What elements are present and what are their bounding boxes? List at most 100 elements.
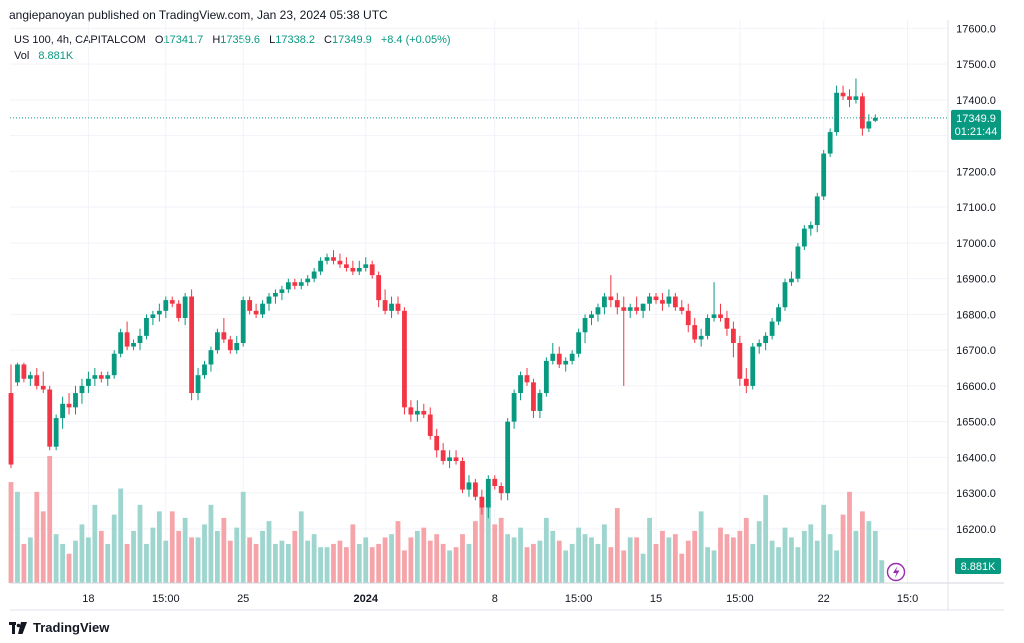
volume-bar <box>698 511 704 583</box>
candle-body <box>53 418 59 447</box>
price-tag: 17349.9 01:21:44 <box>951 109 1001 140</box>
volume-tag: 8.881K <box>955 558 1001 574</box>
candle-body <box>350 267 356 272</box>
volume-bar <box>182 517 188 583</box>
candle-body <box>376 275 382 301</box>
volume-bar <box>111 514 117 583</box>
candle-body <box>872 117 878 121</box>
volume-bar <box>382 537 388 583</box>
candle-body <box>27 375 33 379</box>
volume-bar <box>634 537 640 583</box>
ohlc-legend: US 100, 4h, CAPITALCOM O17341.7 H17359.6… <box>14 34 451 46</box>
candles <box>8 78 878 519</box>
candle-body <box>176 303 182 318</box>
candle-body <box>692 325 698 340</box>
volume-bar <box>240 491 246 583</box>
volume-bar <box>608 547 614 583</box>
volume-bar <box>731 537 736 583</box>
volume-bar <box>98 530 104 583</box>
lightning-icon[interactable] <box>886 562 906 582</box>
candle-body <box>434 435 440 451</box>
symbol-label[interactable]: US 100, 4h, CAPITALCOM <box>14 34 146 46</box>
volume-bar <box>602 524 607 583</box>
volume-bar <box>266 521 272 583</box>
volume-bar <box>473 521 478 583</box>
volume-bar <box>376 543 382 583</box>
high-value: 17359.6 <box>220 34 261 46</box>
candle-body <box>15 364 20 383</box>
volume-bar <box>324 547 330 583</box>
candle-body <box>266 296 272 304</box>
candle-body <box>208 350 214 365</box>
candle-body <box>253 310 259 315</box>
volume-bar <box>808 524 814 583</box>
time-tick-label: 8 <box>492 593 498 605</box>
volume-bar <box>763 495 769 583</box>
volume-bar <box>750 543 756 583</box>
candle-body <box>118 332 124 354</box>
candle-body <box>718 314 723 318</box>
candle-body <box>763 335 769 344</box>
volume-bar <box>821 504 827 583</box>
candle-body <box>731 328 736 344</box>
volume-bar <box>872 530 878 583</box>
volume-bar <box>466 543 472 583</box>
volume-bar <box>124 543 130 583</box>
candle-body <box>550 353 556 361</box>
candle-body <box>337 260 343 265</box>
volume-bar <box>485 498 491 583</box>
price-tick-label: 17400.0 <box>956 95 996 107</box>
candle-body <box>182 296 188 318</box>
volume-bar <box>595 543 601 583</box>
candle-body <box>750 346 756 386</box>
candle-body <box>169 300 175 304</box>
candle-body <box>34 375 40 386</box>
candle-body <box>8 393 14 465</box>
volume-bar <box>195 537 201 583</box>
candle-body <box>408 407 414 415</box>
time-tick-label: 15:00 <box>152 593 180 605</box>
volume-bar <box>40 511 46 583</box>
volume-bar <box>363 537 369 583</box>
volume-bar <box>73 540 78 583</box>
candle-body <box>260 303 265 315</box>
time-tick-label: 18 <box>82 593 94 605</box>
candle-body <box>131 343 136 347</box>
candle-body <box>821 153 827 197</box>
volume-bar <box>827 534 833 583</box>
candle-body <box>66 403 72 408</box>
candle-body <box>814 196 820 226</box>
volume-bar <box>692 530 698 583</box>
price-tag-countdown: 01:21:44 <box>955 126 998 138</box>
volume-bar <box>756 521 762 583</box>
candle-body <box>395 303 401 311</box>
volume-bar <box>298 511 304 583</box>
volume-bar <box>331 543 336 583</box>
candle-body <box>518 375 523 394</box>
volume-label[interactable]: Vol <box>14 50 30 62</box>
volume-bar <box>776 547 781 583</box>
candle-body <box>776 307 781 322</box>
volume-bar <box>866 521 872 583</box>
candle-body <box>756 343 762 347</box>
candle-body <box>440 450 446 461</box>
candle-body <box>382 300 388 311</box>
volume-bar <box>285 543 291 583</box>
volume-bar <box>860 511 865 583</box>
candle-body <box>556 353 562 365</box>
volume-bar <box>711 550 717 583</box>
open-value: 17341.7 <box>163 34 204 46</box>
volume-bar <box>479 504 485 583</box>
tradingview-brand[interactable]: TradingView <box>9 620 109 635</box>
candle-body <box>324 257 330 261</box>
volume-bar <box>550 530 556 583</box>
volume-bar <box>782 527 788 583</box>
candle-body <box>414 410 420 415</box>
price-tick-label: 16700.0 <box>956 345 996 357</box>
volume-bar <box>847 491 852 583</box>
candle-body <box>621 307 627 311</box>
candle-body <box>647 296 652 304</box>
candle-body <box>640 303 646 311</box>
candle-body <box>485 478 491 508</box>
